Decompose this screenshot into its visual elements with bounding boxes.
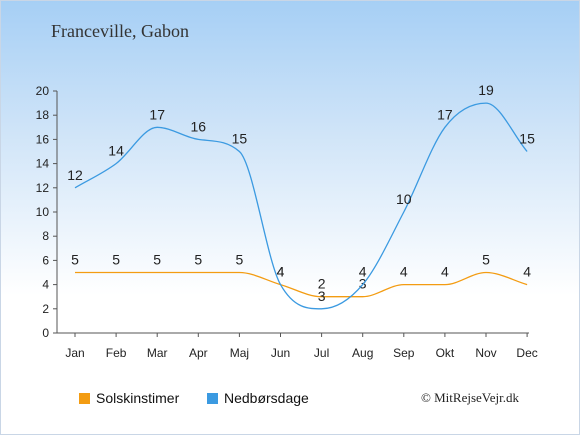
rain-data-point [156,126,158,128]
rain-data-label: 3 [318,288,326,304]
rain-data-point [279,283,281,285]
y-tick-label: 10 [36,205,50,219]
sun-data-label: 5 [153,252,161,268]
x-tick-label: Apr [189,346,208,360]
sun-data-point [485,271,487,273]
legend-item-rain: Nedbørsdage [207,390,309,406]
sun-data-point [115,271,117,273]
y-tick-label: 18 [36,108,50,122]
rain-data-point [362,283,364,285]
sun-data-label: 5 [71,252,79,268]
sun-data-point [238,271,240,273]
x-tick-label: Dec [516,346,537,360]
y-tick-label: 2 [42,302,49,316]
sun-data-point [444,283,446,285]
rain-data-label: 17 [149,106,165,122]
sun-data-label: 5 [194,252,202,268]
sun-legend-swatch [79,392,90,404]
rain-data-point [444,126,446,128]
sun-data-label: 5 [482,252,490,268]
credit-text[interactable]: © MitRejseVejr.dk [421,390,519,405]
rain-data-label: 15 [232,131,248,147]
rain-data-point [115,162,117,164]
rain-data-label: 15 [519,131,535,147]
rain-data-label: 19 [478,82,494,98]
rain-data-point [526,150,528,152]
sun-data-label: 4 [277,264,285,280]
y-tick-label: 12 [36,181,50,195]
sun-data-label: 5 [112,252,120,268]
x-tick-label: Jul [314,346,329,360]
rain-data-point [74,187,76,189]
y-tick-label: 6 [42,253,49,267]
rain-series-line [74,102,528,310]
y-tick-label: 20 [36,84,50,98]
rain-data-point [403,211,405,213]
rain-data-point [197,138,199,140]
y-tick-label: 8 [42,229,49,243]
y-tick-label: 16 [36,132,50,146]
rain-data-label: 4 [277,264,285,280]
x-tick-label: Jun [271,346,290,360]
x-tick-label: Mar [147,346,168,360]
x-tick-label: Sep [393,346,415,360]
legend-label-sun: Solskinstimer [96,390,180,406]
x-tick-label: Nov [475,346,496,360]
rain-data-point [238,150,240,152]
sun-data-label: 4 [441,264,449,280]
rain-data-label: 10 [396,191,412,207]
x-tick-label: Feb [106,346,127,360]
rain-data-point [320,308,322,310]
sun-data-point [403,283,405,285]
x-tick-label: Jan [65,346,84,360]
x-tick-label: Aug [352,346,373,360]
sun-series-line [74,271,528,298]
rain-data-label: 4 [359,264,367,280]
rain-data-label: 14 [108,143,124,159]
chart-title: Franceville, Gabon [51,21,189,41]
legend-label-rain: Nedbørsdage [224,390,309,406]
x-tick-label: Maj [230,346,249,360]
y-tick-label: 4 [42,278,49,292]
sun-data-point [362,296,364,298]
x-tick-label: Okt [436,346,455,360]
rain-legend-swatch [207,392,218,404]
sun-data-label: 5 [236,252,244,268]
y-tick-label: 14 [36,157,50,171]
sun-data-label: 4 [400,264,408,280]
rain-data-point [485,102,487,104]
sun-data-point [156,271,158,273]
legend-item-sun: Solskinstimer [79,390,179,406]
rain-data-label: 12 [67,167,83,183]
rain-data-label: 16 [191,118,207,134]
sun-data-point [74,271,76,273]
sun-data-label: 2 [318,276,326,292]
sun-data-point [526,283,528,285]
sun-data-label: 4 [523,264,531,280]
rain-data-label: 17 [437,106,453,122]
y-tick-label: 0 [42,326,49,340]
sun-data-point [197,271,199,273]
